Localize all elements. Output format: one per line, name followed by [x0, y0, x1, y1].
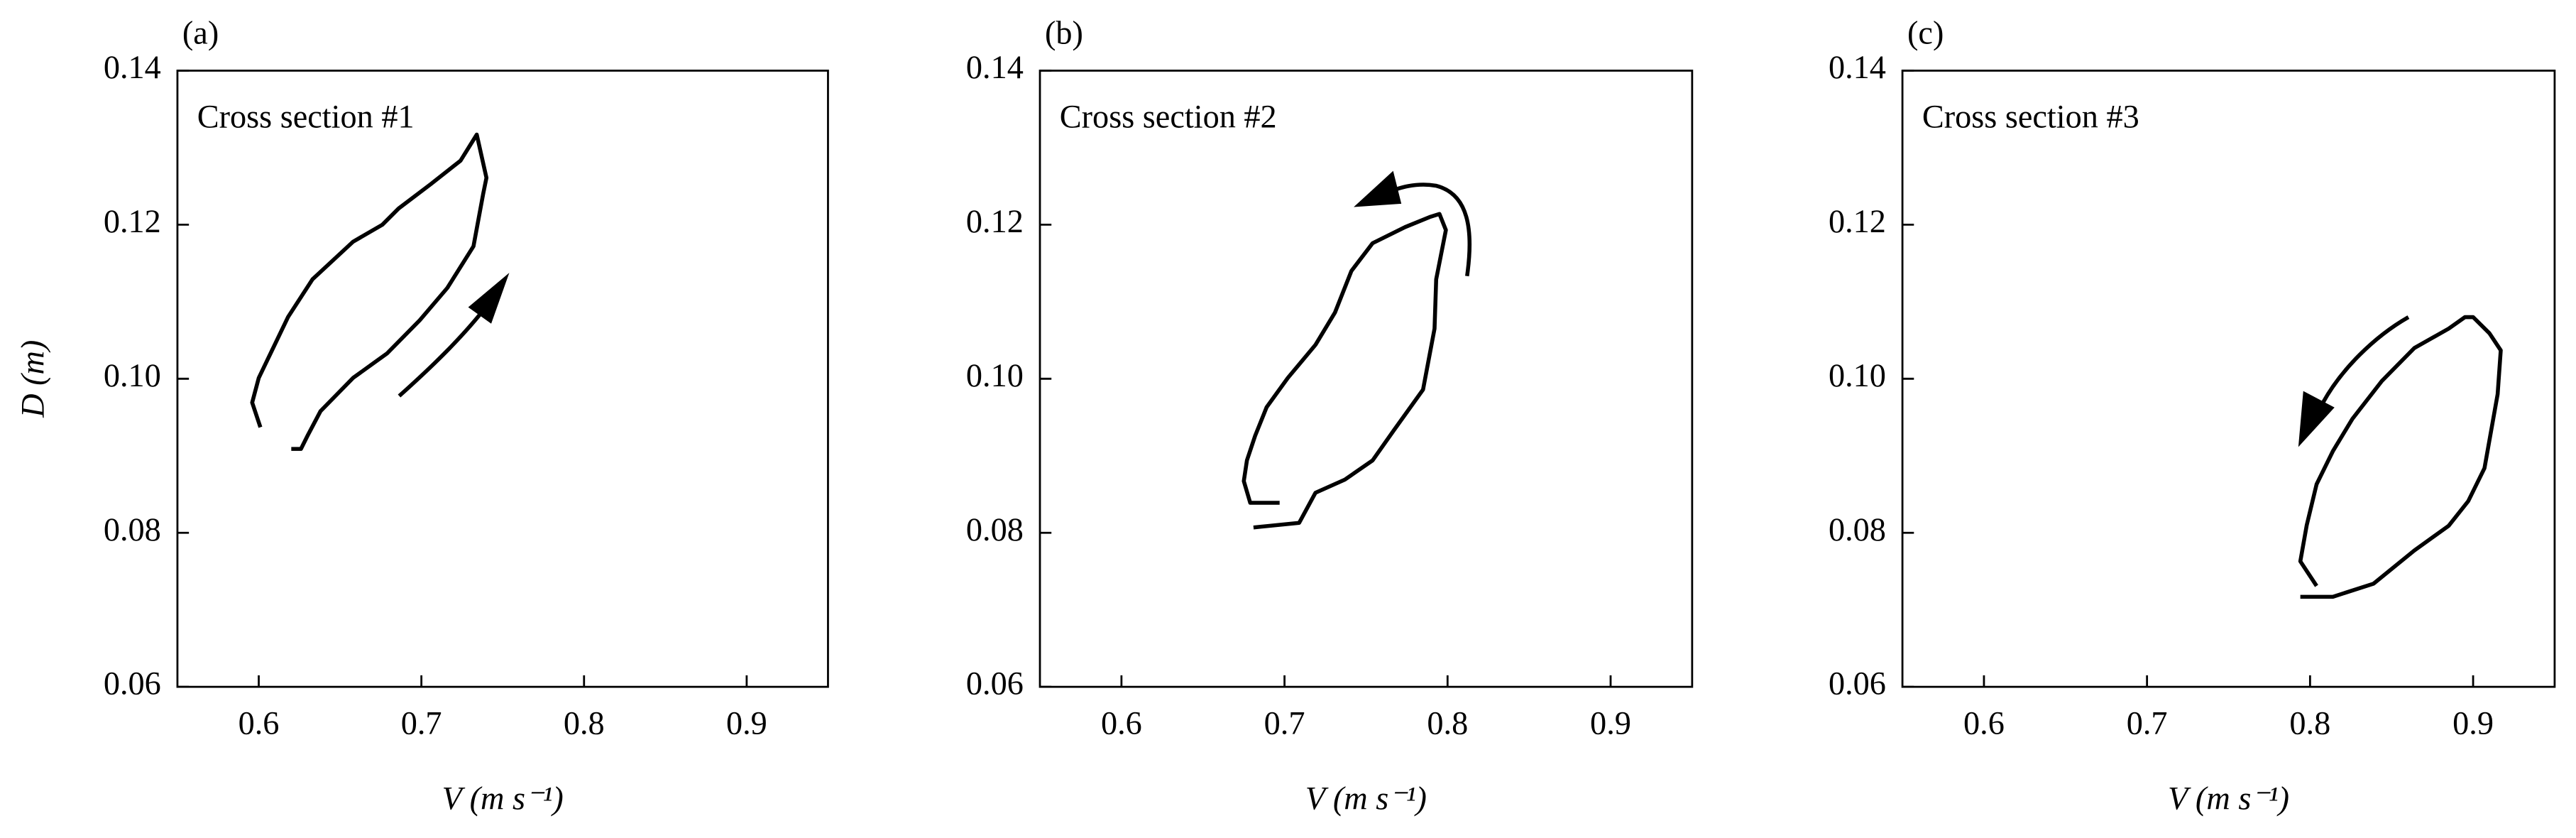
arrow-head-b	[1354, 170, 1402, 207]
panel: 0.06 0.08 0.10 0.12 0.14 0.6 0.7 0.8 0.9 (c) Cross…	[1829, 16, 2556, 817]
y-tick-label: 0.10	[1829, 358, 1886, 394]
plot-frame	[1038, 70, 1694, 688]
y-tick-label: 0.10	[966, 358, 1024, 394]
plot-frame	[1901, 70, 2556, 688]
y-tick-label: 0.10	[104, 358, 161, 394]
annotation: Cross section #1	[197, 99, 415, 136]
y-tick-label: 0.06	[104, 666, 161, 702]
y-tick-label: 0.12	[966, 204, 1024, 240]
plot-frame	[176, 70, 829, 688]
y-tick-label: 0.08	[1829, 512, 1886, 548]
x-tick-label: 0.7	[401, 705, 442, 741]
y-tick-label: 0.12	[104, 204, 161, 240]
annotation: Cross section #2	[1060, 99, 1277, 136]
panel-label: (b)	[1045, 16, 1083, 52]
arrow-head-c	[2298, 391, 2335, 447]
panel: 0.06 0.08 0.10 0.12 0.14 0.6 0.7 0.8 0.9 (a) Cross…	[16, 16, 829, 817]
arrow-a	[398, 301, 491, 398]
y-tick-label: 0.14	[966, 50, 1024, 86]
data-line	[1242, 212, 1448, 530]
panel-label: (c)	[1907, 16, 1944, 52]
x-tick-label: 0.8	[2289, 705, 2330, 741]
x-tick-label: 0.8	[564, 705, 605, 741]
y-tick-label: 0.14	[104, 50, 161, 86]
x-tick-label: 0.8	[1427, 705, 1468, 741]
x-tick-label: 0.6	[1101, 705, 1142, 741]
x-tick-label: 0.9	[1590, 705, 1631, 741]
arrow-c	[2321, 315, 2410, 404]
x-axis-label: V (m s⁻¹)	[442, 781, 564, 817]
arrow-b	[1382, 183, 1472, 277]
y-axis-label: D (m)	[16, 340, 52, 418]
panel: 0.06 0.08 0.10 0.12 0.14 0.6 0.7 0.8 0.9 (b) Cross…	[966, 16, 1694, 817]
x-tick-label: 0.7	[2127, 705, 2168, 741]
y-tick-label: 0.14	[1829, 50, 1886, 86]
annotation: Cross section #3	[1922, 99, 2139, 136]
y-tick-label: 0.06	[1829, 666, 1886, 702]
x-tick-label: 0.6	[1963, 705, 2005, 741]
x-axis-label: V (m s⁻¹)	[1305, 781, 1427, 817]
y-tick-label: 0.06	[966, 666, 1024, 702]
arrow-head-a	[468, 273, 510, 324]
y-tick-label: 0.12	[1829, 204, 1886, 240]
y-tick-label: 0.08	[104, 512, 161, 548]
x-tick-label: 0.6	[239, 705, 280, 741]
panel-label: (a)	[182, 16, 219, 52]
x-tick-label: 0.9	[726, 705, 767, 741]
x-axis-label: V (m s⁻¹)	[2168, 781, 2289, 817]
x-tick-label: 0.7	[1264, 705, 1305, 741]
x-tick-label: 0.9	[2452, 705, 2494, 741]
direction-arrows	[398, 170, 2410, 447]
data-line	[2298, 315, 2503, 599]
data-line	[250, 132, 489, 451]
y-tick-label: 0.08	[966, 512, 1024, 548]
